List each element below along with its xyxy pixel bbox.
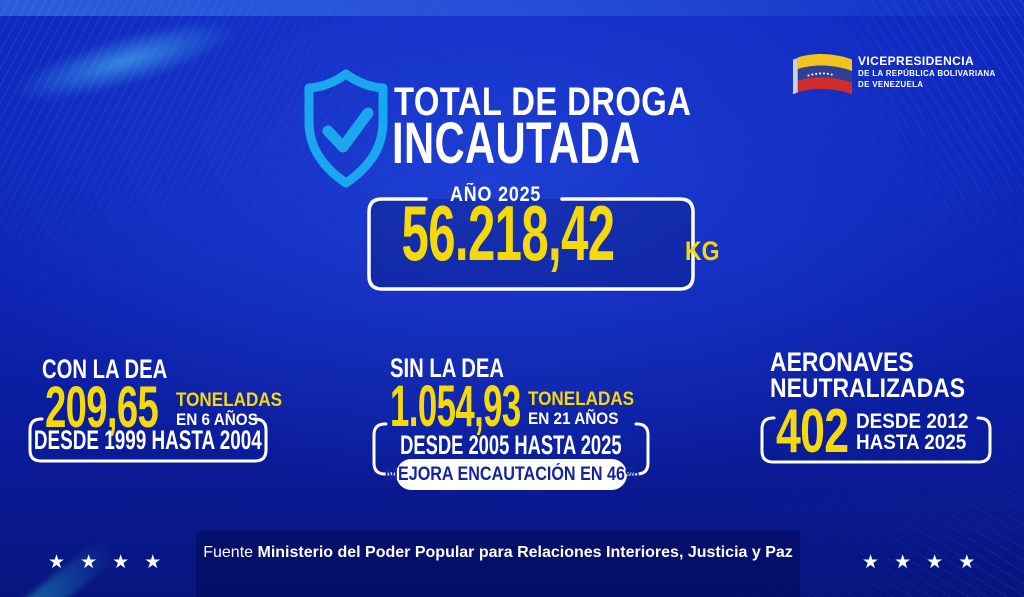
source-bar (196, 531, 800, 597)
logo-line1: VICEPRESIDENCIA (858, 54, 975, 68)
stat-card-con-la-dea: CON LA DEA 209,65 TONELADAS EN 6 AÑOS DE… (28, 354, 283, 470)
stat-value-row: 402 DESDE 2012 HASTA 2025 (776, 397, 981, 466)
improvement-badge-text: MEJORA ENCAUTACIÓN EN 46% (384, 463, 639, 485)
stat-bracket-border (28, 417, 268, 463)
star-row-left: ★ ★ ★ ★ (48, 551, 162, 573)
page-title-line1: TOTAL DE DROGA (394, 80, 692, 124)
stat-range: DESDE 2005 HASTA 2025 (400, 429, 622, 460)
stat-value-caption: TONELADAS EN 6 AÑOS (176, 390, 294, 430)
star-row-right: ★ ★ ★ ★ (862, 551, 976, 573)
stat-title-line1: AERONAVES (770, 347, 914, 377)
stat-unit: TONELADAS (527, 389, 634, 410)
mesh-lines-top-right (774, 0, 1024, 320)
stat-title: CON LA DEA (42, 354, 168, 384)
stat-range-stack: DESDE 2012 HASTA 2025 (856, 410, 981, 454)
stat-title-line2: NEUTRALIZADAS (770, 373, 966, 403)
source-body: Ministerio del Poder Popular para Relaci… (257, 544, 793, 561)
page-title-line2: INCAUTADA (392, 111, 641, 176)
shield-check-icon (304, 69, 388, 188)
logo-line3: DE VENEZUELA (858, 80, 924, 89)
stat-value: 209,65 (45, 375, 159, 440)
source-text: Fuente Ministerio del Poder Popular para… (196, 544, 800, 562)
stat-card-sin-la-dea: SIN LA DEA 1.054,93 TONELADAS EN 21 AÑOS… (372, 352, 650, 497)
year-label: AÑO 2025 (450, 183, 542, 206)
stat-value-row: 1.054,93 TONELADAS EN 21 AÑOS (390, 374, 646, 439)
stat-range-line2: HASTA 2025 (856, 431, 967, 454)
logo-line2: DE LA REPÚBLICA BOLIVARIANA (858, 69, 996, 78)
venezuela-flag-icon (792, 53, 853, 95)
source-prefix: Fuente (203, 544, 254, 561)
stat-value-caption: TONELADAS EN 21 AÑOS (527, 389, 646, 429)
total-unit: KG (685, 236, 720, 266)
total-value: 56.218,42 (401, 189, 616, 277)
stat-range-line1: DESDE 2012 (856, 410, 969, 433)
stat-value-row: 209,65 TONELADAS EN 6 AÑOS (45, 375, 294, 440)
stat-title: SIN LA DEA (390, 353, 505, 383)
stat-card-aeronaves: AERONAVES NEUTRALIZADAS 402 DESDE 2012 H… (760, 348, 992, 468)
stat-value: 402 (776, 397, 849, 466)
stat-period: EN 21 AÑOS (527, 409, 619, 428)
stat-bracket-border (760, 416, 992, 464)
stat-range: DESDE 1999 HASTA 2004 (34, 424, 262, 455)
total-value-row: 56.218,42 KG (366, 189, 720, 286)
improvement-badge: MEJORA ENCAUTACIÓN EN 46% (384, 459, 639, 490)
total-box-border (367, 197, 695, 291)
vicepresidencia-logo-text: VICEPRESIDENCIA DE LA REPÚBLICA BOLIVARI… (858, 55, 996, 89)
stat-period: EN 6 AÑOS (176, 410, 259, 429)
stat-unit: TONELADAS (176, 390, 283, 411)
stat-value: 1.054,93 (390, 374, 521, 439)
